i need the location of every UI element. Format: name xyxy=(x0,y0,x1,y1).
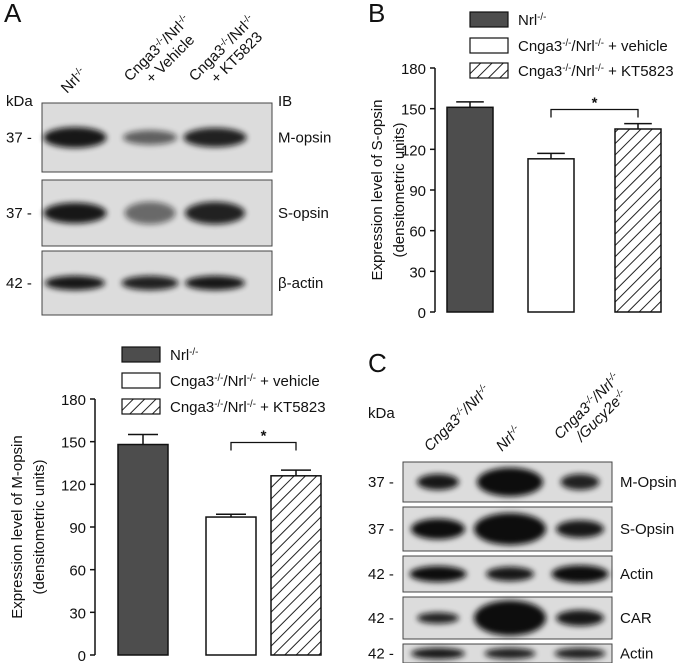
band xyxy=(417,474,459,490)
band xyxy=(45,275,105,291)
legend-swatch xyxy=(469,11,509,28)
blot-label: Actin xyxy=(620,566,653,583)
kda-tick: 37 - xyxy=(6,130,32,147)
band xyxy=(477,467,543,497)
lane-label: Nrl-/- xyxy=(57,64,89,96)
y-tick-label: 180 xyxy=(401,61,426,78)
legend-label: Nrl-/- xyxy=(518,12,546,30)
legend-label: Cnga3-/-/Nrl-/- + KT5823 xyxy=(170,399,326,417)
legend-swatch xyxy=(469,62,509,79)
kda-tick: 42 - xyxy=(6,275,32,292)
kda-label: kDa xyxy=(6,93,33,110)
y-tick-label: 150 xyxy=(401,102,426,119)
y-tick-label: 150 xyxy=(61,435,86,452)
band xyxy=(43,202,107,224)
lane-label: Cnga3-/-/Nrl-/-+ Vehicle xyxy=(121,12,198,87)
y-axis-label: (densitometric units) xyxy=(31,459,48,594)
band xyxy=(474,513,546,545)
lane-label: Cnga3-/-/Nrl-/-+ KT5823 xyxy=(186,12,266,87)
legend-label: Cnga3-/-/Nrl-/- + vehicle xyxy=(518,38,668,56)
bar xyxy=(117,443,169,656)
band xyxy=(560,474,600,490)
y-tick-label: 60 xyxy=(409,224,426,241)
band xyxy=(124,201,176,225)
lane-label: Cnga3-/-/Nrl-/-/Gucy2e-/- xyxy=(551,369,627,446)
legend-swatch xyxy=(121,372,161,389)
y-tick-label: 30 xyxy=(69,605,86,622)
kda-tick: 42 - xyxy=(368,610,394,627)
band xyxy=(411,518,465,540)
band xyxy=(185,275,245,291)
lane-label: Cnga3-/-/Nrl-/- xyxy=(420,381,494,455)
y-tick-label: 0 xyxy=(78,648,86,663)
band xyxy=(183,127,247,148)
y-tick-label: 180 xyxy=(61,392,86,409)
lane-label: Nrl-/- xyxy=(492,422,525,455)
panel-label: A xyxy=(4,0,22,28)
y-tick-label: 90 xyxy=(409,183,426,200)
band xyxy=(554,647,606,660)
bar xyxy=(205,516,257,656)
kda-label: kDa xyxy=(368,405,395,422)
y-tick-label: 90 xyxy=(69,520,86,537)
legend-label: Cnga3-/-/Nrl-/- + KT5823 xyxy=(518,63,674,81)
panel-label: B xyxy=(368,0,385,28)
significance-label: * xyxy=(261,428,267,445)
y-tick-label: 60 xyxy=(69,563,86,580)
band xyxy=(417,612,459,624)
band xyxy=(185,201,245,225)
blot-label: Actin xyxy=(620,646,653,663)
band xyxy=(123,130,177,145)
blot-label: S-opsin xyxy=(278,205,329,222)
significance-bracket xyxy=(550,108,639,118)
legend-label: Nrl-/- xyxy=(170,347,198,365)
y-tick-label: 30 xyxy=(409,264,426,281)
band xyxy=(556,610,604,626)
kda-tick: 37 - xyxy=(368,474,394,491)
blot-label: β-actin xyxy=(278,275,323,292)
y-axis-label: (densitometric units) xyxy=(391,122,408,257)
blot-label: S-Opsin xyxy=(620,521,674,538)
bar xyxy=(614,128,662,313)
kda-tick: 37 - xyxy=(368,521,394,538)
band xyxy=(484,647,536,660)
blot-label: M-Opsin xyxy=(620,474,677,491)
blot-label: CAR xyxy=(620,610,652,627)
legend-swatch xyxy=(121,346,161,363)
band xyxy=(43,127,107,148)
legend-label: Cnga3-/-/Nrl-/- + vehicle xyxy=(170,373,320,391)
lane-label-text: Cnga3-/-/Nrl-/- xyxy=(420,381,494,455)
kda-tick: 42 - xyxy=(368,646,394,663)
bar xyxy=(446,106,494,313)
bar xyxy=(527,158,575,313)
panel-label: C xyxy=(368,348,387,378)
band xyxy=(411,647,465,660)
significance-bracket xyxy=(230,441,297,451)
band xyxy=(551,565,609,583)
band xyxy=(474,600,546,636)
bar xyxy=(270,475,322,656)
y-tick-label: 120 xyxy=(401,142,426,159)
significance-label: * xyxy=(592,94,598,111)
blot-label: M-opsin xyxy=(278,130,331,147)
legend-swatch xyxy=(121,398,161,415)
y-tick-label: 120 xyxy=(61,477,86,494)
y-tick-label: 0 xyxy=(418,305,426,322)
lane-label-text: Nrl-/- xyxy=(492,422,525,455)
band xyxy=(486,566,534,582)
kda-tick: 37 - xyxy=(6,205,32,222)
band xyxy=(556,520,604,538)
band xyxy=(409,566,467,582)
kda-tick: 42 - xyxy=(368,566,394,583)
band xyxy=(121,275,179,291)
ib-label: IB xyxy=(278,93,292,110)
y-axis-label: Expression level of S-opsin xyxy=(369,100,386,281)
legend-swatch xyxy=(469,37,509,54)
y-axis-label: Expression level of M-opsin xyxy=(9,435,26,618)
lane-label-text: Nrl-/- xyxy=(57,64,89,96)
